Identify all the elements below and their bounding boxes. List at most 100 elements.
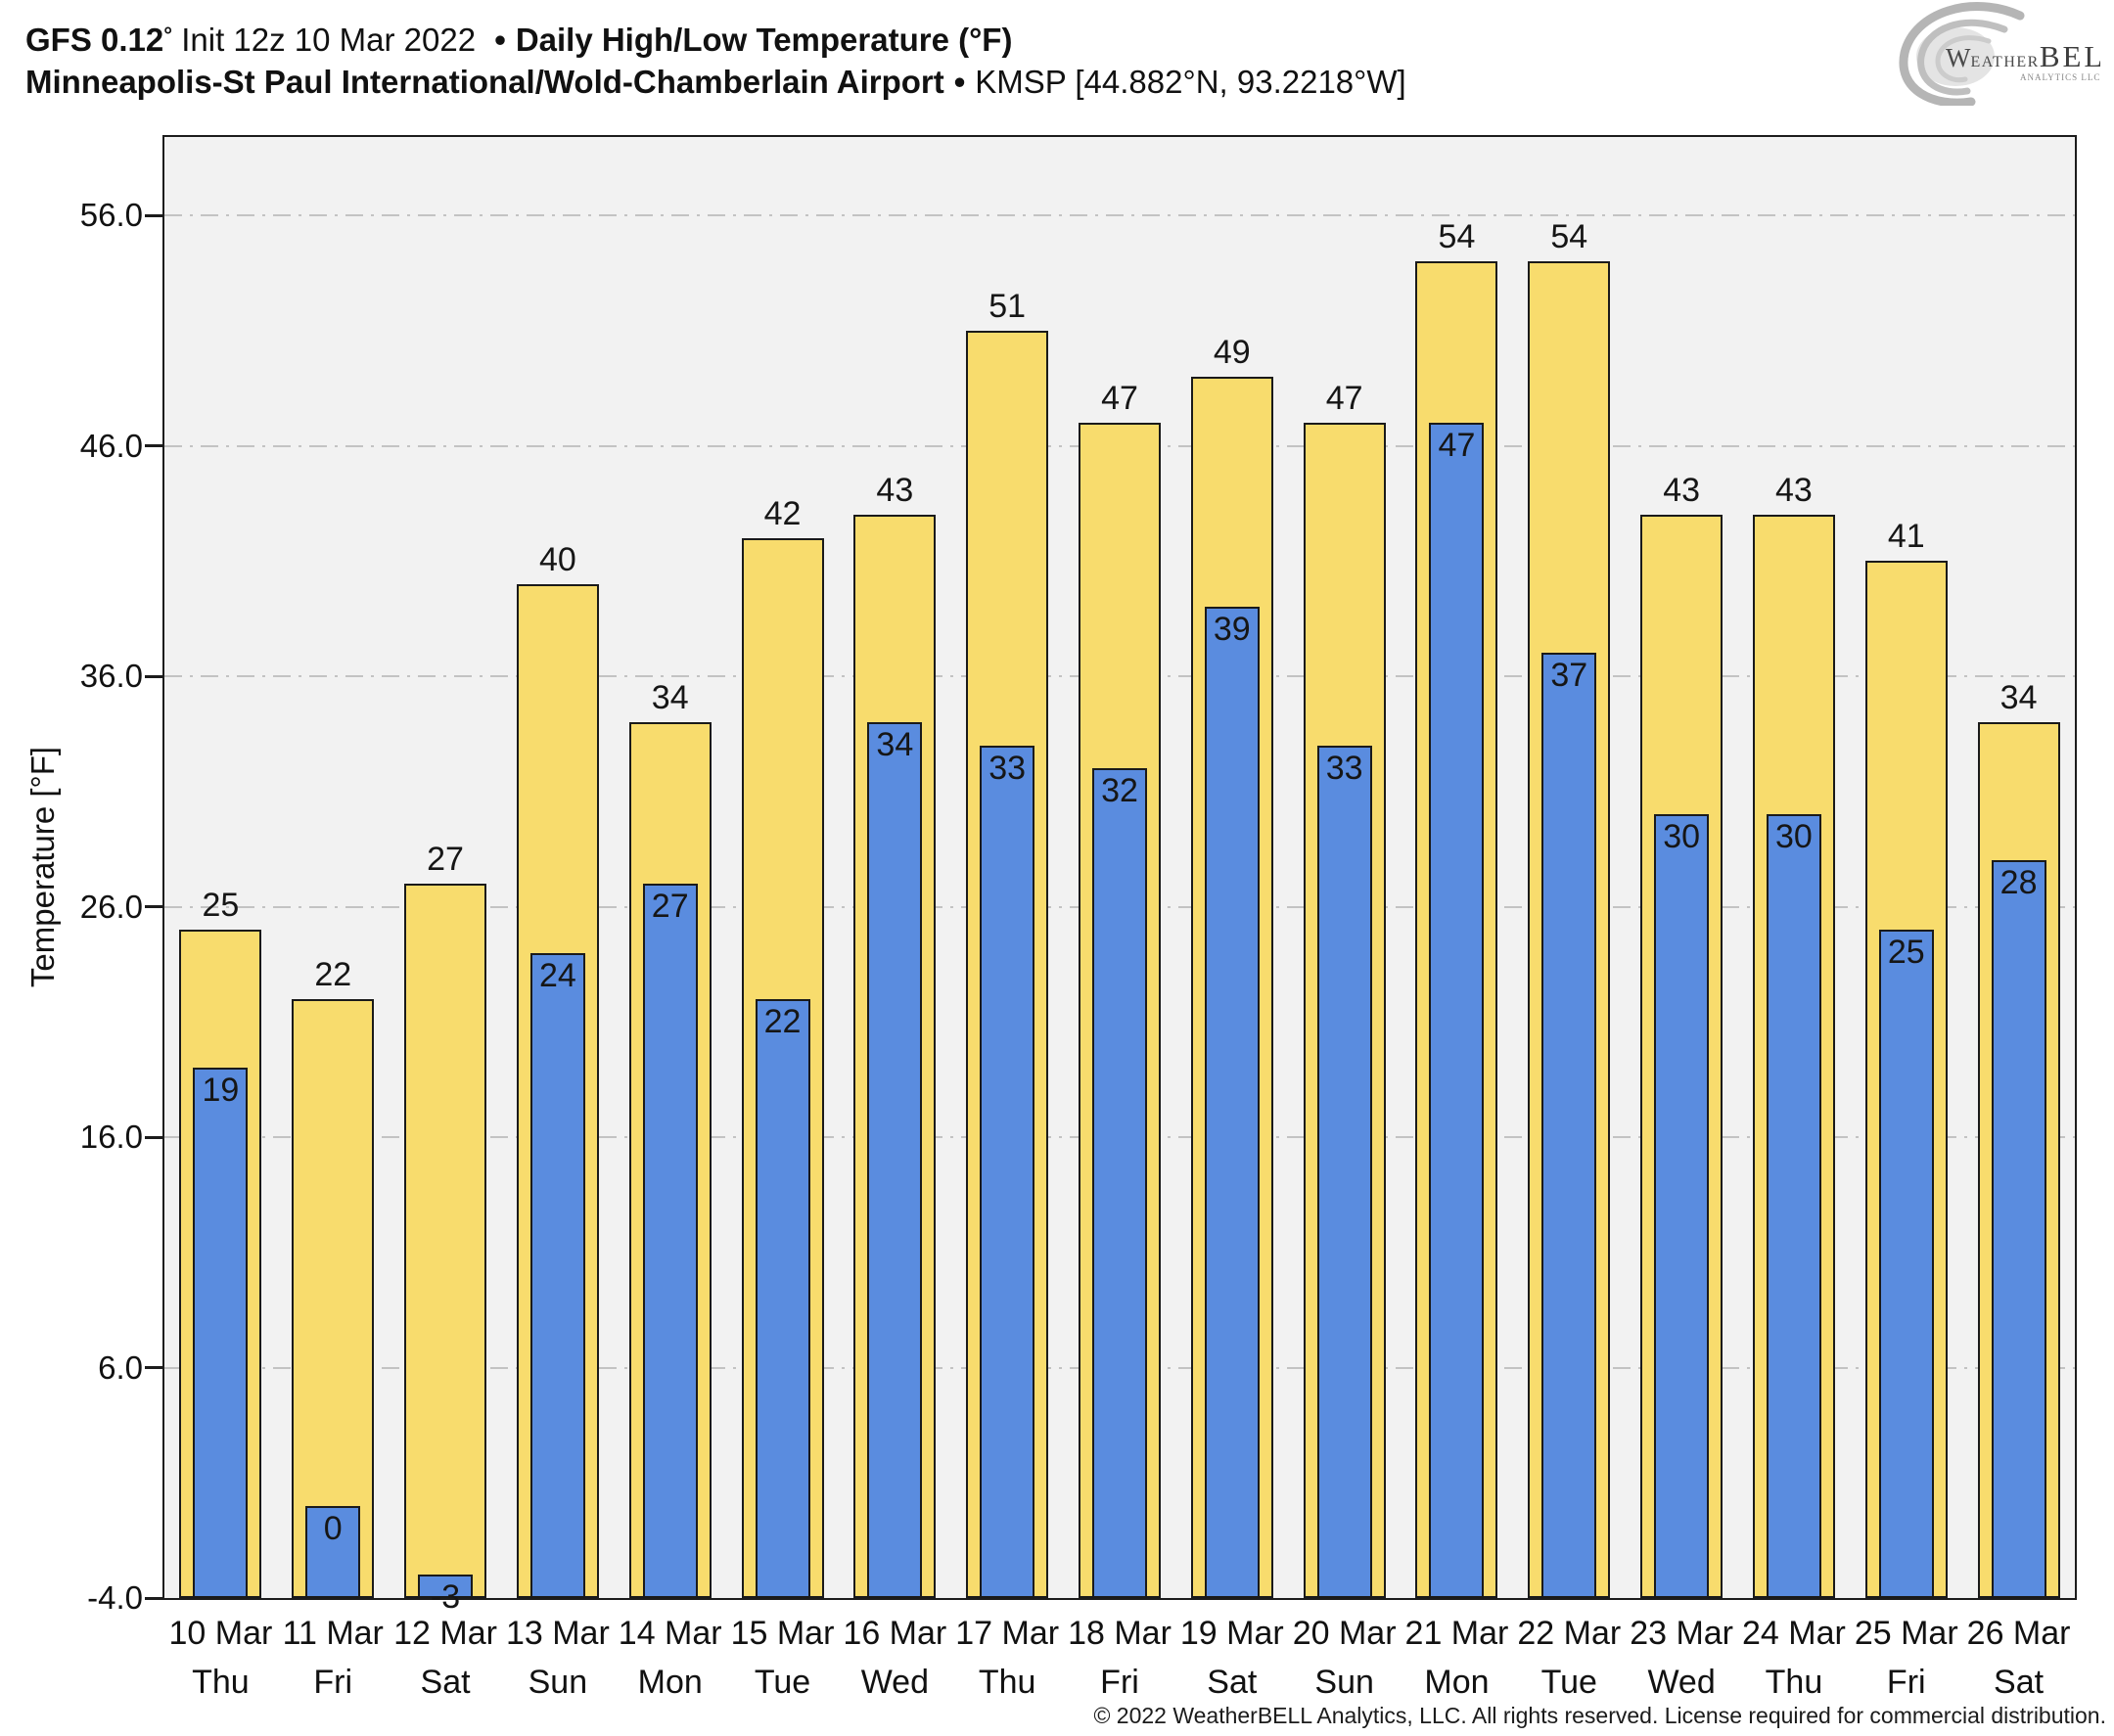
x-tick-day: Fri: [1886, 1664, 1926, 1701]
x-tick-date: 16 Mar: [843, 1615, 947, 1652]
x-tick-date: 11 Mar: [282, 1615, 384, 1652]
low-value-label: 28: [1999, 864, 2038, 902]
low-value-label: 0: [323, 1509, 343, 1547]
y-axis-title: Temperature [°F]: [24, 746, 61, 988]
low-bar: [1878, 930, 1934, 1598]
logo-w: W: [1946, 43, 1971, 72]
high-value-label: 34: [1999, 679, 2038, 717]
x-tick-day: Sat: [420, 1664, 471, 1701]
x-tick-date: 17 Mar: [955, 1615, 1060, 1652]
low-bar: [867, 722, 923, 1598]
y-tick-label: 36.0: [79, 658, 143, 695]
weatherbell-logo: WEATHERBELL ANALYTICS LLC: [1895, 2, 2114, 108]
bullet-separator: •: [953, 64, 966, 100]
chart-title-line1: GFS 0.12° Init 12z 10 Mar 2022 • Daily Hi…: [25, 12, 1012, 64]
y-tick-mark: [145, 674, 164, 678]
high-value-label: 25: [202, 887, 240, 925]
high-value-label: 43: [1663, 472, 1701, 510]
low-bar: [305, 1505, 361, 1598]
low-value-label: 47: [1438, 427, 1476, 464]
x-tick-date: 15 Mar: [730, 1615, 835, 1652]
high-value-label: 40: [538, 540, 576, 578]
x-tick-day: Wed: [1647, 1664, 1716, 1701]
low-value-label: 30: [1663, 818, 1701, 856]
low-bar: [1092, 768, 1147, 1598]
high-value-label: 27: [427, 840, 464, 878]
x-tick-day: Thu: [978, 1664, 1036, 1701]
low-bar: [980, 745, 1035, 1598]
low-bar: [1541, 653, 1597, 1598]
y-tick-label: 46.0: [79, 427, 143, 464]
logo-analytics-llc: ANALYTICS LLC: [2020, 72, 2100, 82]
low-bar: [1316, 745, 1372, 1598]
x-tick-date: 24 Mar: [1742, 1615, 1846, 1652]
gridline: [164, 214, 2075, 217]
low-value-label: 25: [1887, 934, 1925, 972]
plot-area: 25 19 22 0 27 -3 40 24 34 27 42 22 43 34 51 33 47 32 49 39 4…: [162, 135, 2077, 1616]
chart-title-line2: Minneapolis-St Paul International/Wold-C…: [25, 59, 1406, 106]
x-tick-date: 12 Mar: [393, 1615, 497, 1652]
low-bar: [1204, 607, 1260, 1598]
high-bar: [292, 998, 375, 1598]
x-tick-day: Sat: [1207, 1664, 1258, 1701]
low-value-label: 34: [876, 726, 914, 764]
low-value-label: 27: [651, 887, 689, 925]
low-value-label: 33: [1325, 749, 1363, 787]
x-tick-day: Wed: [860, 1664, 929, 1701]
low-bar: [1654, 814, 1710, 1598]
x-tick-date: 21 Mar: [1404, 1615, 1509, 1652]
y-tick-mark: [145, 213, 164, 217]
low-value-label: -3: [430, 1578, 461, 1617]
init-time: Init 12z 10 Mar 2022: [172, 22, 485, 58]
low-value-label: 33: [988, 749, 1027, 787]
degree-symbol: °: [163, 23, 173, 47]
svg-text:WEATHERBELL: WEATHERBELL: [1946, 39, 2100, 73]
x-tick-date: 25 Mar: [1854, 1615, 1958, 1652]
bullet-separator: •: [494, 22, 506, 58]
x-tick-date: 22 Mar: [1517, 1615, 1622, 1652]
high-value-label: 43: [1775, 472, 1813, 510]
y-tick-mark: [145, 1135, 164, 1139]
high-value-label: 22: [314, 955, 352, 993]
low-value-label: 39: [1213, 611, 1251, 649]
high-value-label: 54: [1438, 218, 1476, 256]
high-value-label: 47: [1101, 380, 1138, 417]
low-bar: [642, 883, 698, 1598]
low-bar: [529, 952, 585, 1598]
y-tick-label: 16.0: [79, 1119, 143, 1156]
logo-bell: BELL: [2040, 39, 2100, 73]
low-bar: [1766, 814, 1821, 1598]
high-value-label: 49: [1213, 333, 1251, 371]
low-bar: [418, 1575, 474, 1598]
x-tick-date: 20 Mar: [1292, 1615, 1397, 1652]
high-bar: [404, 883, 487, 1598]
x-tick-day: Tue: [1540, 1664, 1597, 1701]
low-value-label: 24: [538, 956, 576, 994]
copyright-footer: © 2022 WeatherBELL Analytics, LLC. All r…: [1093, 1703, 2106, 1728]
x-tick-day: Thu: [192, 1664, 250, 1701]
high-value-label: 54: [1550, 218, 1588, 256]
y-tick-label: 56.0: [79, 197, 143, 234]
x-tick-date: 19 Mar: [1179, 1615, 1284, 1652]
high-value-label: 43: [876, 472, 914, 510]
x-tick-day: Sat: [1994, 1664, 2045, 1701]
low-value-label: 22: [763, 1002, 802, 1040]
low-bar: [755, 998, 810, 1598]
high-value-label: 51: [988, 287, 1027, 325]
low-bar: [1991, 860, 2046, 1598]
y-tick-mark: [145, 1596, 164, 1600]
x-tick-day: Tue: [754, 1664, 811, 1701]
x-tick-day: Sun: [1314, 1664, 1374, 1701]
x-tick-day: Mon: [1424, 1664, 1490, 1701]
low-value-label: 30: [1775, 818, 1813, 856]
x-tick-day: Mon: [637, 1664, 703, 1701]
high-value-label: 41: [1887, 518, 1925, 556]
station-coords: KMSP [44.882°N, 93.2218°W]: [975, 64, 1406, 100]
y-tick-mark: [145, 905, 164, 909]
y-tick-mark: [145, 444, 164, 448]
x-tick-day: Thu: [1765, 1664, 1823, 1701]
low-value-label: 37: [1550, 657, 1588, 695]
x-tick-date: 13 Mar: [505, 1615, 610, 1652]
x-tick-date: 10 Mar: [168, 1615, 273, 1652]
